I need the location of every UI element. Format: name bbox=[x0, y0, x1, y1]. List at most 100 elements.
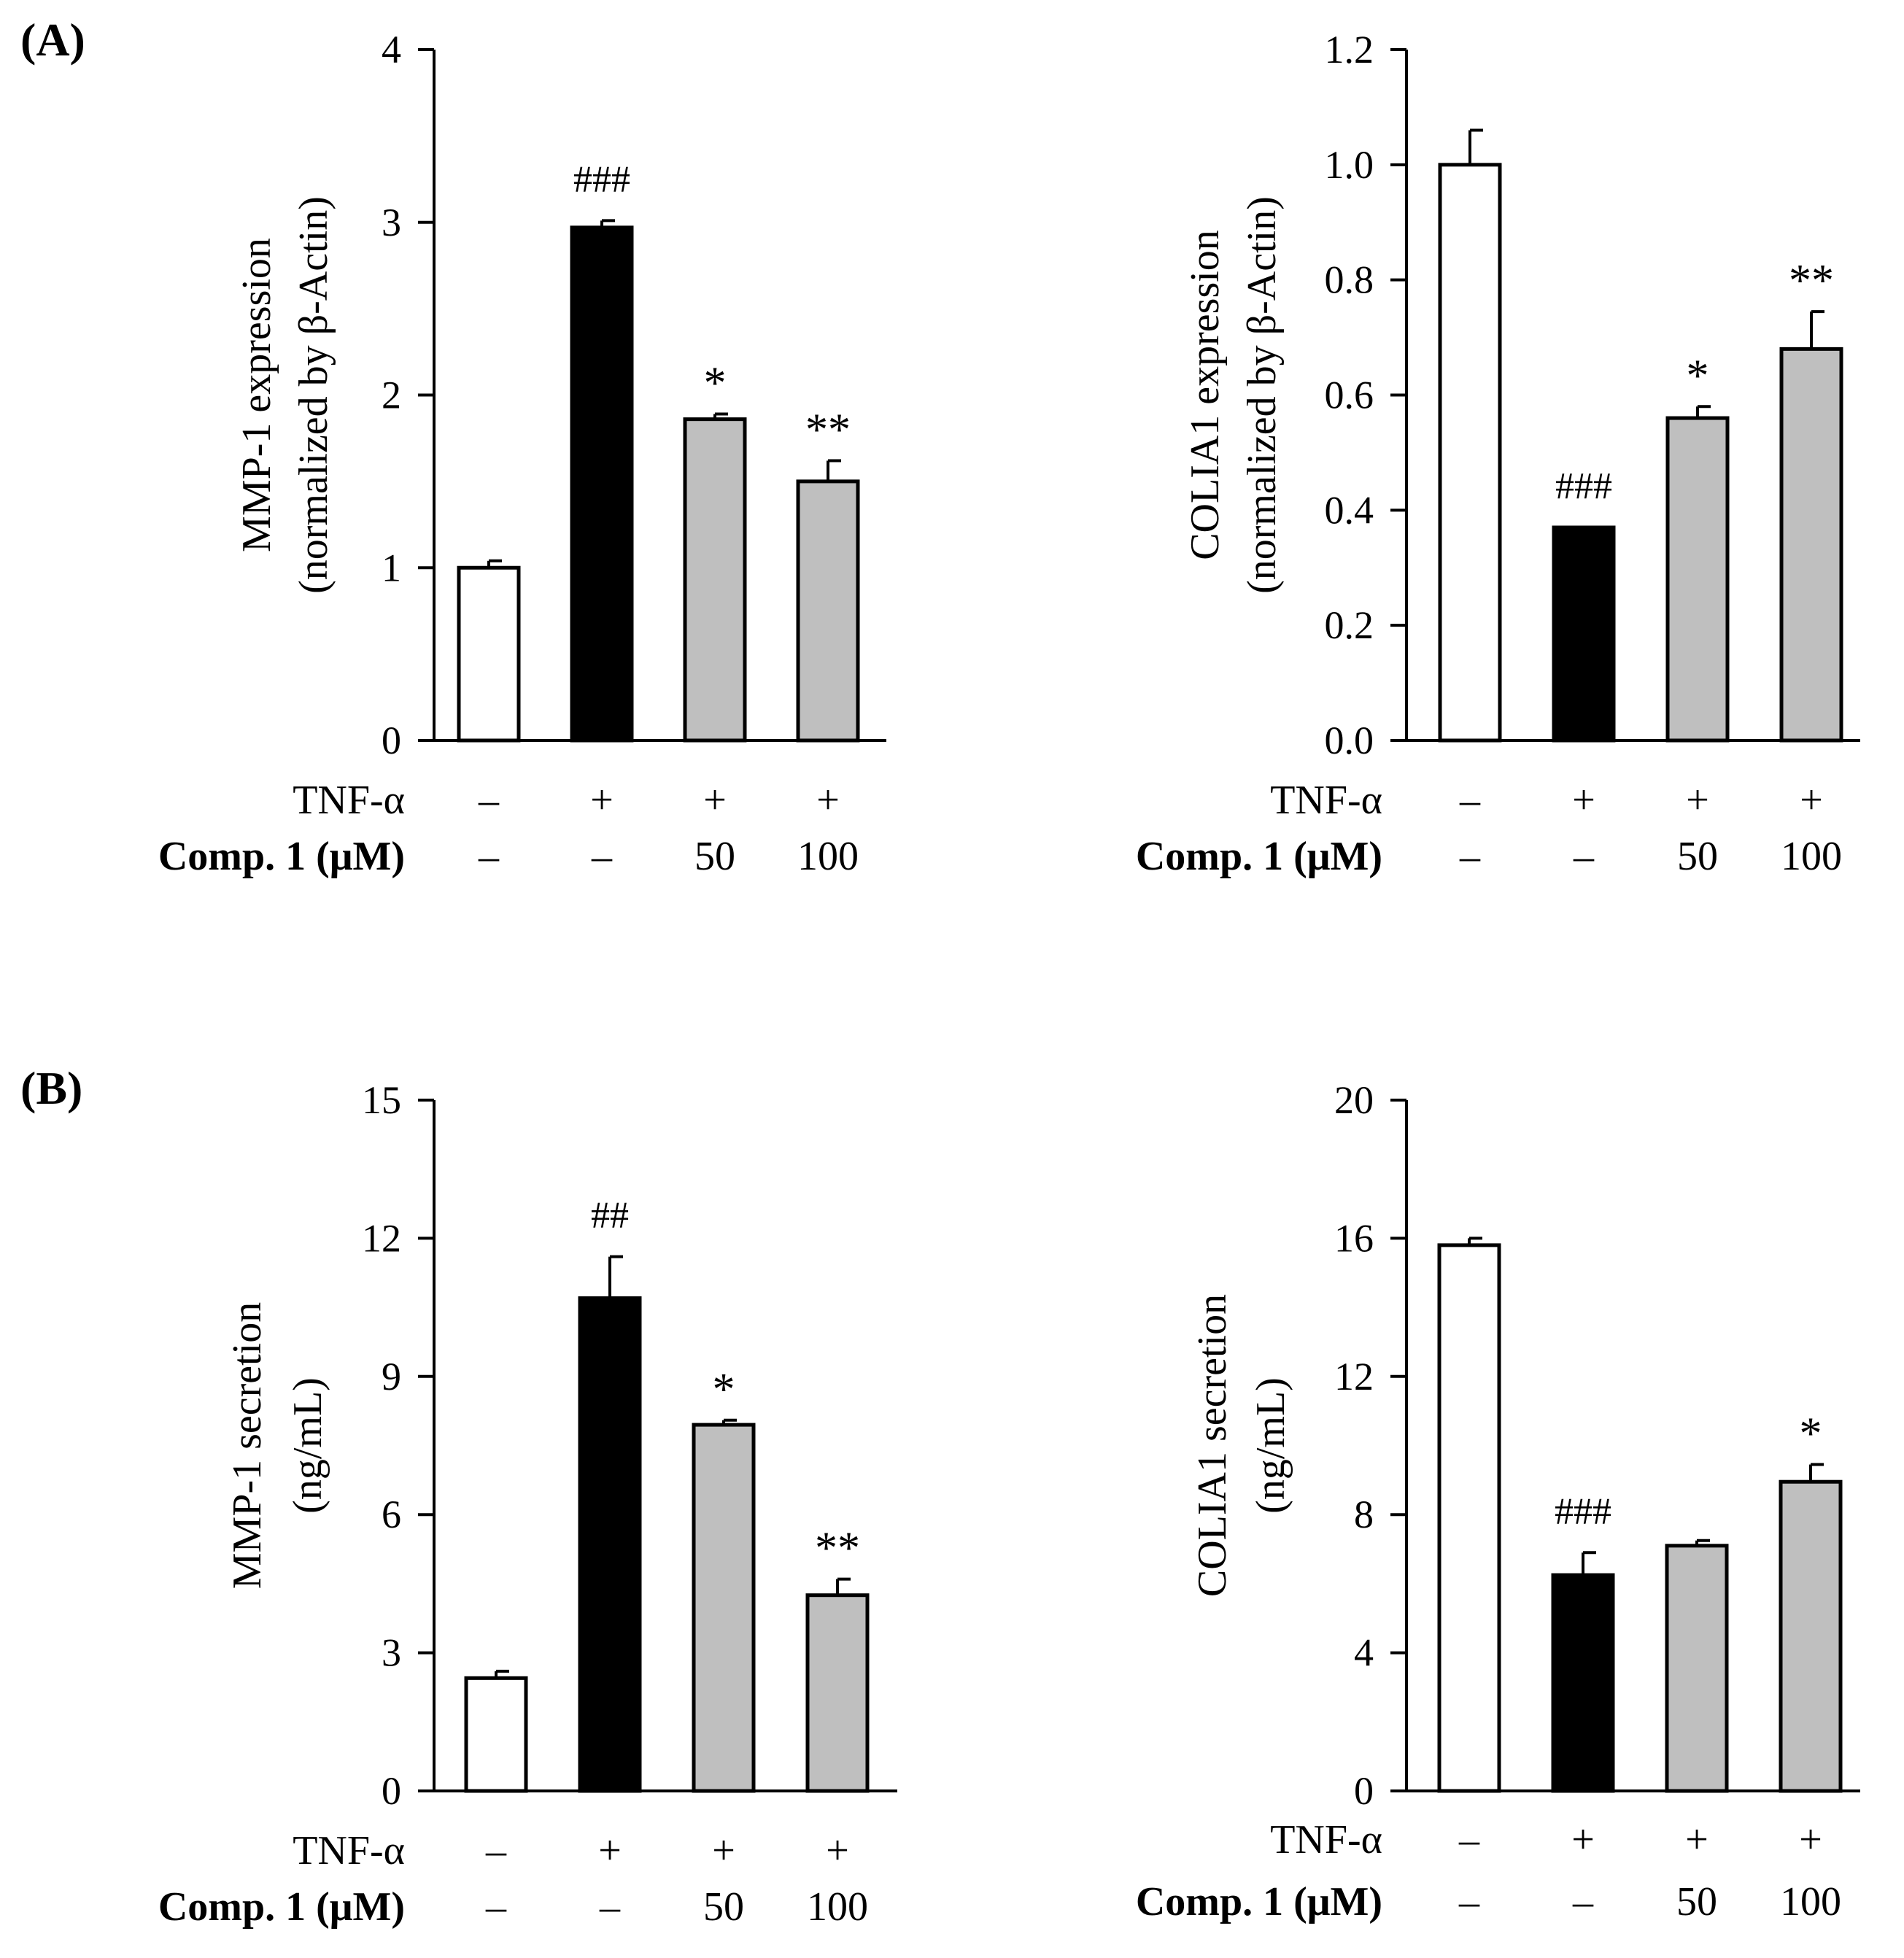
y-tick-label: 8 bbox=[1354, 1493, 1374, 1536]
y-tick-label: 1.2 bbox=[1325, 28, 1374, 71]
significance-label: ### bbox=[1555, 1490, 1611, 1532]
chart-mmp1-secretion: 0 3 6 9 12 15 MMP-1 secretion (ng/mL) – – ## + – * +50… bbox=[158, 1078, 897, 1930]
chart-colia1-expression: 0.0 0.2 0.4 0.6 0.8 1.0 1.2 COLIA1 expression (n… bbox=[1136, 28, 1860, 879]
y-tick-label: 1.0 bbox=[1325, 143, 1374, 187]
row-label-tnf: TNF-α bbox=[293, 1828, 405, 1873]
comp-dose-value: – bbox=[1572, 1879, 1594, 1924]
y-tick-label: 0 bbox=[382, 719, 401, 762]
tnf-condition-value: + bbox=[1572, 778, 1595, 823]
y-tick-label: 6 bbox=[382, 1493, 401, 1536]
row-label-tnf: TNF-α bbox=[1270, 778, 1382, 823]
significance-label: * bbox=[1800, 1409, 1822, 1459]
row-label-tnf: TNF-α bbox=[1270, 1817, 1382, 1862]
tnf-condition-value: – bbox=[478, 778, 500, 823]
y-tick-label: 0.0 bbox=[1325, 719, 1374, 762]
bar bbox=[1665, 416, 1730, 743]
comp-dose-value: 100 bbox=[807, 1884, 868, 1930]
bar bbox=[1779, 1479, 1843, 1793]
y-axis-subtitle: (normalized by β-Actin) bbox=[1239, 196, 1285, 594]
bar bbox=[683, 417, 747, 743]
y-tick-label: 12 bbox=[362, 1216, 401, 1260]
tnf-condition-value: + bbox=[712, 1828, 735, 1873]
y-tick-label: 15 bbox=[362, 1078, 401, 1122]
comp-dose-value: – bbox=[1459, 834, 1481, 879]
tnf-condition-value: + bbox=[1686, 778, 1709, 823]
bar bbox=[796, 479, 860, 743]
significance-label: ** bbox=[815, 1524, 860, 1574]
y-tick-label: 1 bbox=[382, 546, 401, 589]
y-tick-label: 2 bbox=[382, 374, 401, 417]
comp-dose-value: 100 bbox=[797, 834, 859, 879]
bar bbox=[1665, 1544, 1729, 1793]
tnf-condition-value: – bbox=[1459, 778, 1481, 823]
tnf-condition-value: + bbox=[1571, 1817, 1595, 1862]
y-axis-title: MMP-1 secretion bbox=[225, 1302, 270, 1590]
bar bbox=[1551, 1573, 1615, 1793]
comp-dose-value: – bbox=[478, 834, 500, 879]
row-label-comp: Comp. 1 (μM) bbox=[158, 1884, 405, 1930]
y-axis-title: COLIA1 expression bbox=[1183, 230, 1228, 560]
y-tick-label: 0 bbox=[382, 1769, 401, 1813]
comp-dose-value: 50 bbox=[694, 834, 735, 879]
y-tick-label: 3 bbox=[382, 1631, 401, 1675]
comp-dose-value: – bbox=[1573, 834, 1595, 879]
row-label-tnf: TNF-α bbox=[293, 778, 405, 823]
comp-dose-value: – bbox=[599, 1884, 621, 1930]
tnf-condition-value: + bbox=[1685, 1817, 1708, 1862]
panel-label-a: (A) bbox=[20, 14, 85, 66]
y-tick-label: 4 bbox=[1354, 1631, 1374, 1675]
significance-label: ** bbox=[1789, 256, 1834, 306]
row-label-comp: Comp. 1 (μM) bbox=[1136, 1879, 1382, 1924]
bar bbox=[805, 1593, 870, 1793]
bar bbox=[1779, 347, 1843, 743]
panel-label-b: (B) bbox=[20, 1062, 83, 1114]
tnf-condition-value: + bbox=[703, 778, 727, 823]
comp-dose-value: 100 bbox=[1780, 1879, 1841, 1924]
bar bbox=[1438, 163, 1502, 743]
y-axis-title: COLIA1 secretion bbox=[1190, 1294, 1235, 1597]
tnf-condition-value: + bbox=[1800, 778, 1823, 823]
tnf-condition-value: + bbox=[590, 778, 614, 823]
bar bbox=[692, 1423, 756, 1793]
bar bbox=[464, 1676, 528, 1793]
comp-dose-value: 100 bbox=[1781, 834, 1842, 879]
y-tick-label: 0.2 bbox=[1325, 603, 1374, 647]
y-tick-label: 12 bbox=[1334, 1355, 1374, 1398]
bar bbox=[578, 1296, 642, 1793]
comp-dose-value: 50 bbox=[703, 1884, 744, 1930]
row-label-comp: Comp. 1 (μM) bbox=[158, 834, 405, 879]
y-axis-subtitle: (ng/mL) bbox=[1248, 1377, 1293, 1514]
y-axis-subtitle: (normalized by β-Actin) bbox=[291, 196, 336, 594]
y-axis-subtitle: (ng/mL) bbox=[285, 1377, 330, 1514]
y-tick-label: 16 bbox=[1334, 1216, 1374, 1260]
y-tick-label: 20 bbox=[1334, 1078, 1374, 1122]
comp-dose-value: – bbox=[591, 834, 613, 879]
y-axis-title: MMP-1 expression bbox=[234, 238, 279, 552]
chart-mmp1-expression: 0 1 2 3 4 MMP-1 expression (normalized by β-Ac… bbox=[158, 28, 886, 879]
y-tick-label: 0 bbox=[1354, 1769, 1374, 1813]
tnf-condition-value: + bbox=[826, 1828, 849, 1873]
tnf-condition-value: – bbox=[1458, 1817, 1480, 1862]
tnf-condition-value: + bbox=[598, 1828, 622, 1873]
y-tick-label: 0.8 bbox=[1325, 258, 1374, 302]
significance-label: ** bbox=[805, 405, 851, 454]
y-tick-label: 4 bbox=[382, 28, 401, 71]
comp-dose-value: 50 bbox=[1677, 834, 1718, 879]
bar bbox=[1437, 1243, 1501, 1793]
significance-label: * bbox=[713, 1365, 735, 1415]
comp-dose-value: – bbox=[485, 1884, 507, 1930]
y-tick-label: 9 bbox=[382, 1355, 401, 1398]
significance-label: * bbox=[704, 359, 727, 409]
y-tick-label: 3 bbox=[382, 201, 401, 244]
y-tick-label: 0.6 bbox=[1325, 374, 1374, 417]
comp-dose-value: – bbox=[1458, 1879, 1480, 1924]
bar bbox=[457, 565, 521, 743]
bar bbox=[570, 225, 634, 743]
significance-label: ## bbox=[591, 1195, 629, 1237]
significance-label: ### bbox=[1555, 465, 1612, 507]
chart-colia1-secretion: 0 4 8 12 16 20 COLIA1 secretion (ng/mL) – – ### + – +… bbox=[1136, 1078, 1860, 1924]
bar bbox=[1552, 525, 1616, 743]
tnf-condition-value: + bbox=[1799, 1817, 1822, 1862]
row-label-comp: Comp. 1 (μM) bbox=[1136, 834, 1382, 879]
significance-label: * bbox=[1687, 351, 1709, 400]
